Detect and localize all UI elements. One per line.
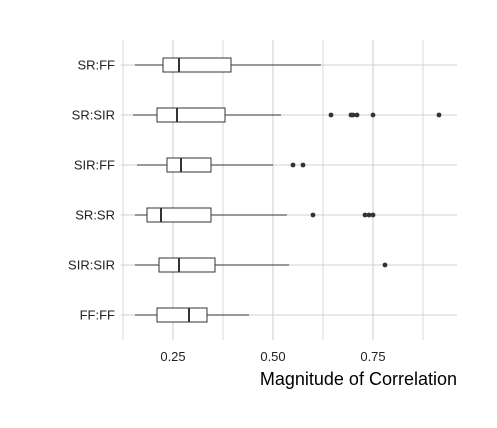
- x-tick-label: 0.50: [260, 349, 285, 364]
- x-tick-label: 0.25: [160, 349, 185, 364]
- outlier-point: [290, 162, 296, 168]
- outlier-point: [328, 112, 334, 118]
- box-iqr: [162, 57, 232, 73]
- box-iqr: [156, 107, 226, 123]
- outlier-point: [370, 212, 376, 218]
- outlier-point: [436, 112, 442, 118]
- tick-labels: SR:FF SR:SIR SIR:FF SR:SR SIR:SIR FF:FF 0.25 0.…: [68, 58, 386, 365]
- box-iqr: [166, 157, 212, 173]
- y-tick-label: SR:SR: [75, 208, 115, 223]
- y-tick-label: SIR:SIR: [68, 258, 115, 273]
- x-tick-label: 0.75: [360, 349, 385, 364]
- box-layer: [133, 57, 442, 323]
- outlier-point: [362, 212, 368, 218]
- y-tick-label: SIR:FF: [74, 158, 115, 173]
- box-iqr: [158, 257, 216, 273]
- outlier-point: [370, 112, 376, 118]
- y-tick-label: SR:SIR: [72, 108, 115, 123]
- y-tick-label: FF:FF: [80, 308, 115, 323]
- outlier-point: [366, 212, 372, 218]
- grid-lines: [121, 40, 457, 340]
- outlier-point: [354, 112, 360, 118]
- outlier-point: [310, 212, 316, 218]
- box-iqr: [156, 307, 208, 323]
- box-iqr: [146, 207, 212, 223]
- x-axis-title: Magnitude of Correlation: [260, 369, 457, 389]
- outlier-point: [350, 112, 356, 118]
- outlier-point: [382, 262, 388, 268]
- y-tick-label: SR:FF: [77, 58, 115, 73]
- outlier-point: [300, 162, 306, 168]
